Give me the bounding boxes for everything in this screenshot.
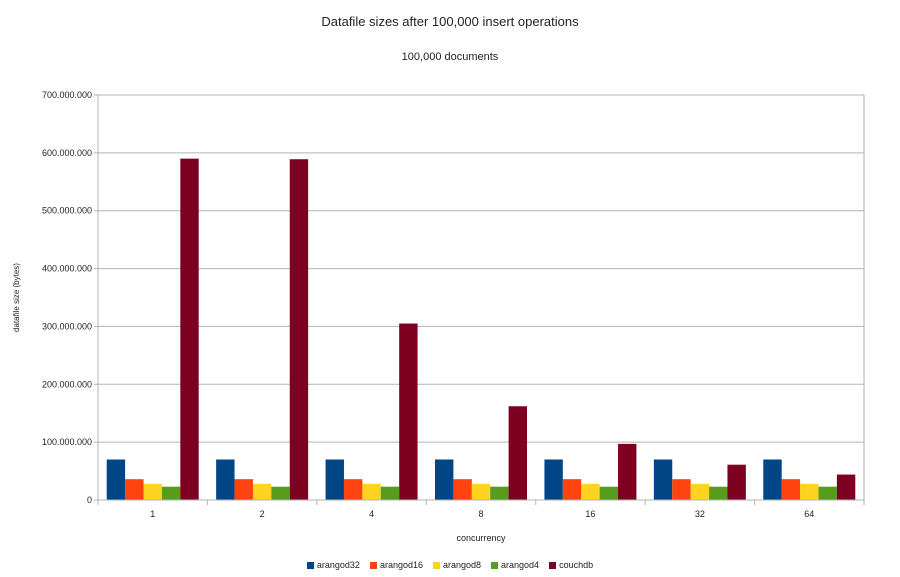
x-tick-label: 16 — [585, 509, 595, 519]
bar-arangod16 — [343, 479, 363, 500]
legend-item: arangod32 — [306, 560, 360, 570]
x-tick-label: 2 — [260, 509, 265, 519]
bar-arangod4 — [709, 486, 728, 500]
legend-item: arangod8 — [432, 560, 482, 570]
bar-arangod8 — [143, 483, 162, 500]
bar-couchdb — [508, 406, 527, 500]
legend-item: arangod4 — [491, 560, 539, 570]
bar-arangod32 — [544, 459, 563, 500]
chart-title: Datafile sizes after 100,000 insert oper… — [321, 14, 579, 29]
y-tick-label: 400.000.000 — [42, 264, 92, 274]
bar-arangod8 — [252, 483, 272, 500]
legend-swatch — [369, 561, 377, 569]
legend-swatch — [491, 561, 499, 569]
bar-arangod4 — [490, 486, 509, 500]
bar-arangod32 — [216, 459, 235, 500]
bar-couchdb — [727, 464, 746, 500]
y-tick-label: 600.000.000 — [42, 148, 92, 158]
bar-arangod32 — [106, 459, 126, 500]
bar-couchdb — [836, 474, 856, 500]
legend-label: arangod16 — [379, 560, 423, 570]
bar-couchdb — [180, 158, 199, 500]
bar-arangod16 — [234, 479, 253, 500]
bar-couchdb — [289, 159, 309, 500]
legend-label: couchdb — [559, 560, 594, 570]
bar-arangod16 — [781, 479, 801, 500]
legend-label: arangod32 — [316, 560, 360, 570]
x-axis-title: concurrency — [456, 533, 506, 543]
x-tick-label: 4 — [369, 509, 374, 519]
bar-arangod8 — [581, 483, 600, 500]
bar-couchdb — [618, 443, 637, 500]
x-tick-label: 64 — [804, 509, 814, 519]
legend-swatch — [549, 561, 557, 569]
chart-subtitle: 100,000 documents — [401, 51, 499, 63]
legend-swatch — [432, 561, 440, 569]
bar-arangod16 — [125, 479, 144, 500]
legend-item: couchdb — [549, 560, 593, 570]
bar-arangod4 — [380, 486, 400, 500]
bar-arangod32 — [653, 459, 673, 500]
bar-arangod4 — [599, 486, 619, 500]
bar-arangod32 — [325, 459, 344, 500]
legend-item: arangod16 — [369, 560, 423, 570]
bar-arangod16 — [562, 479, 582, 500]
y-tick-label: 500.000.000 — [42, 206, 92, 216]
x-tick-label: 8 — [478, 509, 483, 519]
bar-arangod16 — [453, 479, 472, 500]
bar-arangod32 — [763, 459, 782, 500]
legend-swatch — [306, 561, 314, 569]
x-tick-label: 32 — [695, 509, 705, 519]
bar-arangod4 — [271, 486, 290, 500]
legend-label: arangod4 — [501, 560, 540, 570]
bar-arangod8 — [471, 483, 491, 500]
y-tick-label: 300.000.000 — [42, 321, 92, 331]
bar-arangod16 — [672, 479, 691, 500]
bar-arangod4 — [161, 486, 181, 500]
y-tick-label: 100.000.000 — [42, 437, 92, 447]
bar-arangod8 — [800, 483, 819, 500]
chart-legend: arangod32 arangod16 arangod8 arangod4 couchd… — [0, 560, 900, 570]
bar-couchdb — [399, 323, 418, 500]
y-tick-label: 0 — [87, 495, 92, 505]
bar-arangod32 — [435, 459, 454, 500]
y-tick-label: 200.000.000 — [42, 379, 92, 389]
x-tick-label: 1 — [150, 509, 155, 519]
legend-label: arangod8 — [442, 560, 482, 570]
y-axis-title: datafile size (bytes) — [12, 263, 21, 332]
y-tick-label: 700.000.000 — [42, 90, 92, 100]
bar-arangod8 — [362, 483, 381, 500]
bar-arangod4 — [818, 486, 837, 500]
bar-arangod8 — [690, 483, 710, 500]
